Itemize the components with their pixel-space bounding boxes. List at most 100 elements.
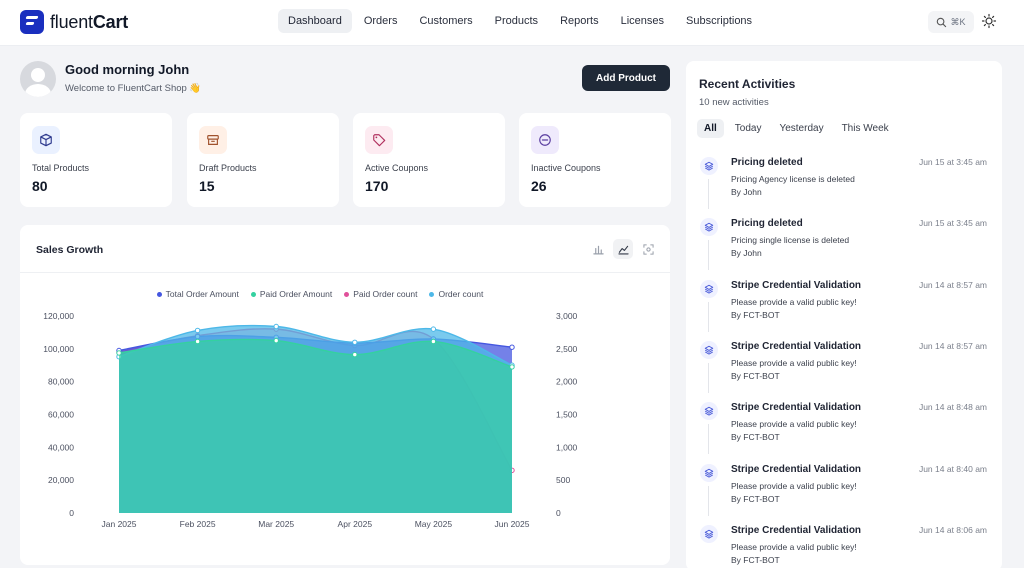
tab-this-week[interactable]: This Week [841,123,889,134]
stat-card-total-products[interactable]: Total Products 80 [20,113,172,207]
data-point [509,364,515,370]
activity-item[interactable]: Stripe Credential Validation Jun 14 at 8:… [686,463,1002,525]
tab-today[interactable]: Today [734,123,762,134]
y-right-tick-label: 500 [556,475,570,485]
legend-label: Total Order Amount [165,289,239,299]
data-point [352,339,358,345]
data-point [273,337,279,344]
stat-card-draft-products[interactable]: Draft Products 15 [187,113,339,207]
fluentcart-logo[interactable]: fluentCart [20,10,128,34]
y-right-tick-label: 0 [556,508,561,518]
screenshot-icon[interactable] [638,239,658,259]
y-right-tick-label: 3,000 [556,311,578,321]
y-right-tick-label: 2,000 [556,377,578,387]
archive-icon [199,126,227,154]
activity-time: Jun 14 at 8:40 am [918,463,987,474]
chart-legend: Total Order Amount Paid Order Amount Pai… [20,289,620,299]
line-chart-icon[interactable] [613,239,633,259]
sales-growth-card: Sales Growth Total Order Amount Paid Ord… [20,225,670,565]
nav-item-dashboard[interactable]: Dashboard [278,9,352,33]
stat-card-inactive-coupons[interactable]: Inactive Coupons 26 [519,113,671,207]
nav-item-subscriptions[interactable]: Subscriptions [686,15,753,27]
activity-author: By FCT-BOT [731,309,780,320]
legend-swatch [250,291,256,297]
chart-type-toolbar [588,239,658,259]
bar-chart-icon[interactable] [588,239,608,259]
stat-label: Inactive Coupons [531,163,601,173]
layers-icon [700,340,718,359]
layers-icon [700,157,718,175]
activity-author: By FCT-BOT [731,432,780,443]
activity-author: By John [731,187,762,197]
logo-text: fluentCart [50,11,129,32]
activity-time: Jun 14 at 8:57 am [918,340,987,351]
y-left-tick-label: 40,000 [48,442,74,452]
user-avatar[interactable] [20,61,56,97]
legend-item[interactable]: Paid Order Amount [250,289,333,299]
sales-growth-title: Sales Growth [36,244,104,256]
stat-card-active-coupons[interactable]: Active Coupons 170 [353,113,505,207]
tab-all[interactable]: All [697,119,724,138]
legend-item[interactable]: Paid Order count [344,289,417,299]
activity-time: Jun 15 at 3:45 am [918,157,987,167]
activity-item[interactable]: Pricing deleted Jun 15 at 3:45 am Pricing … [686,157,1002,218]
activity-title: Stripe Credential Validation [731,340,862,352]
layers-icon [700,402,718,421]
data-point [430,338,437,345]
card-divider [20,272,670,273]
x-tick-label: Feb 2025 [180,519,216,529]
activity-item[interactable]: Pricing deleted Jun 15 at 3:45 am Pricing … [686,218,1002,279]
legend-swatch [344,291,350,297]
search-shortcut: ⌘K [950,16,966,27]
box-icon [32,126,60,154]
tab-yesterday[interactable]: Yesterday [779,123,824,134]
add-product-button[interactable]: Add Product [582,65,670,91]
data-point [430,326,437,332]
activity-author: By FCT-BOT [731,370,780,381]
series-line [118,324,513,366]
data-point [352,351,358,358]
y-left-tick-label: 0 [69,508,74,518]
timeline-connector [708,240,709,271]
nav-item-customers[interactable]: Customers [419,15,473,27]
activity-item[interactable]: Stripe Credential Validation Jun 14 at 8:… [686,279,1002,341]
greeting-subtitle: Welcome to FluentCart Shop 👋 [65,83,202,94]
legend-label: Order count [438,289,484,299]
tag-icon [365,126,393,154]
activity-item[interactable]: Stripe Credential Validation Jun 14 at 8:… [686,340,1002,402]
sun-icon[interactable] [981,13,997,29]
activity-title: Stripe Credential Validation [731,402,862,414]
activities-subtitle: 10 new activities [699,97,769,108]
sales-growth-chart[interactable]: 0 20,000 40,000 60,000 80,000 100,000 120,000 0… [20,273,670,563]
x-tick-label: Jan 2025 [102,519,137,529]
timeline-connector [708,362,709,393]
legend-item[interactable]: Total Order Amount [156,289,239,299]
legend-swatch [156,291,162,297]
layers-icon [700,524,718,543]
nav-item-products[interactable]: Products [494,15,539,27]
activity-item[interactable]: Stripe Credential Validation Jun 14 at 8:… [686,402,1002,463]
data-point [194,327,201,334]
y-right-tick-label: 1,500 [556,410,578,420]
nav-item-licenses[interactable]: Licenses [620,15,665,27]
legend-label: Paid Order Amount [259,289,333,299]
y-left-tick-label: 60,000 [48,410,74,420]
activity-description: Please provide a valid public key! [731,480,857,491]
layers-icon [700,463,718,482]
data-point [273,323,279,330]
fluentcart-logo-icon [20,10,44,34]
nav-item-orders[interactable]: Orders [363,15,398,27]
series-line [118,338,513,368]
timeline-connector [708,301,709,332]
search-button[interactable]: ⌘K [928,11,974,33]
nav-item-reports[interactable]: Reports [560,15,599,27]
activity-item[interactable]: Stripe Credential Validation Jun 14 at 8:… [686,524,1002,568]
activity-filter-tabs: All Today Yesterday This Week [697,119,896,138]
legend-item[interactable]: Order count [429,289,483,299]
activity-description: Pricing Agency license is deleted [731,174,855,184]
y-right-tick-label: 1,000 [556,442,578,452]
stat-label: Total Products [32,163,90,173]
recent-activities-panel: Recent Activities 10 new activities All … [686,61,1002,568]
search-icon [937,17,947,27]
stat-value: 170 [365,178,389,194]
